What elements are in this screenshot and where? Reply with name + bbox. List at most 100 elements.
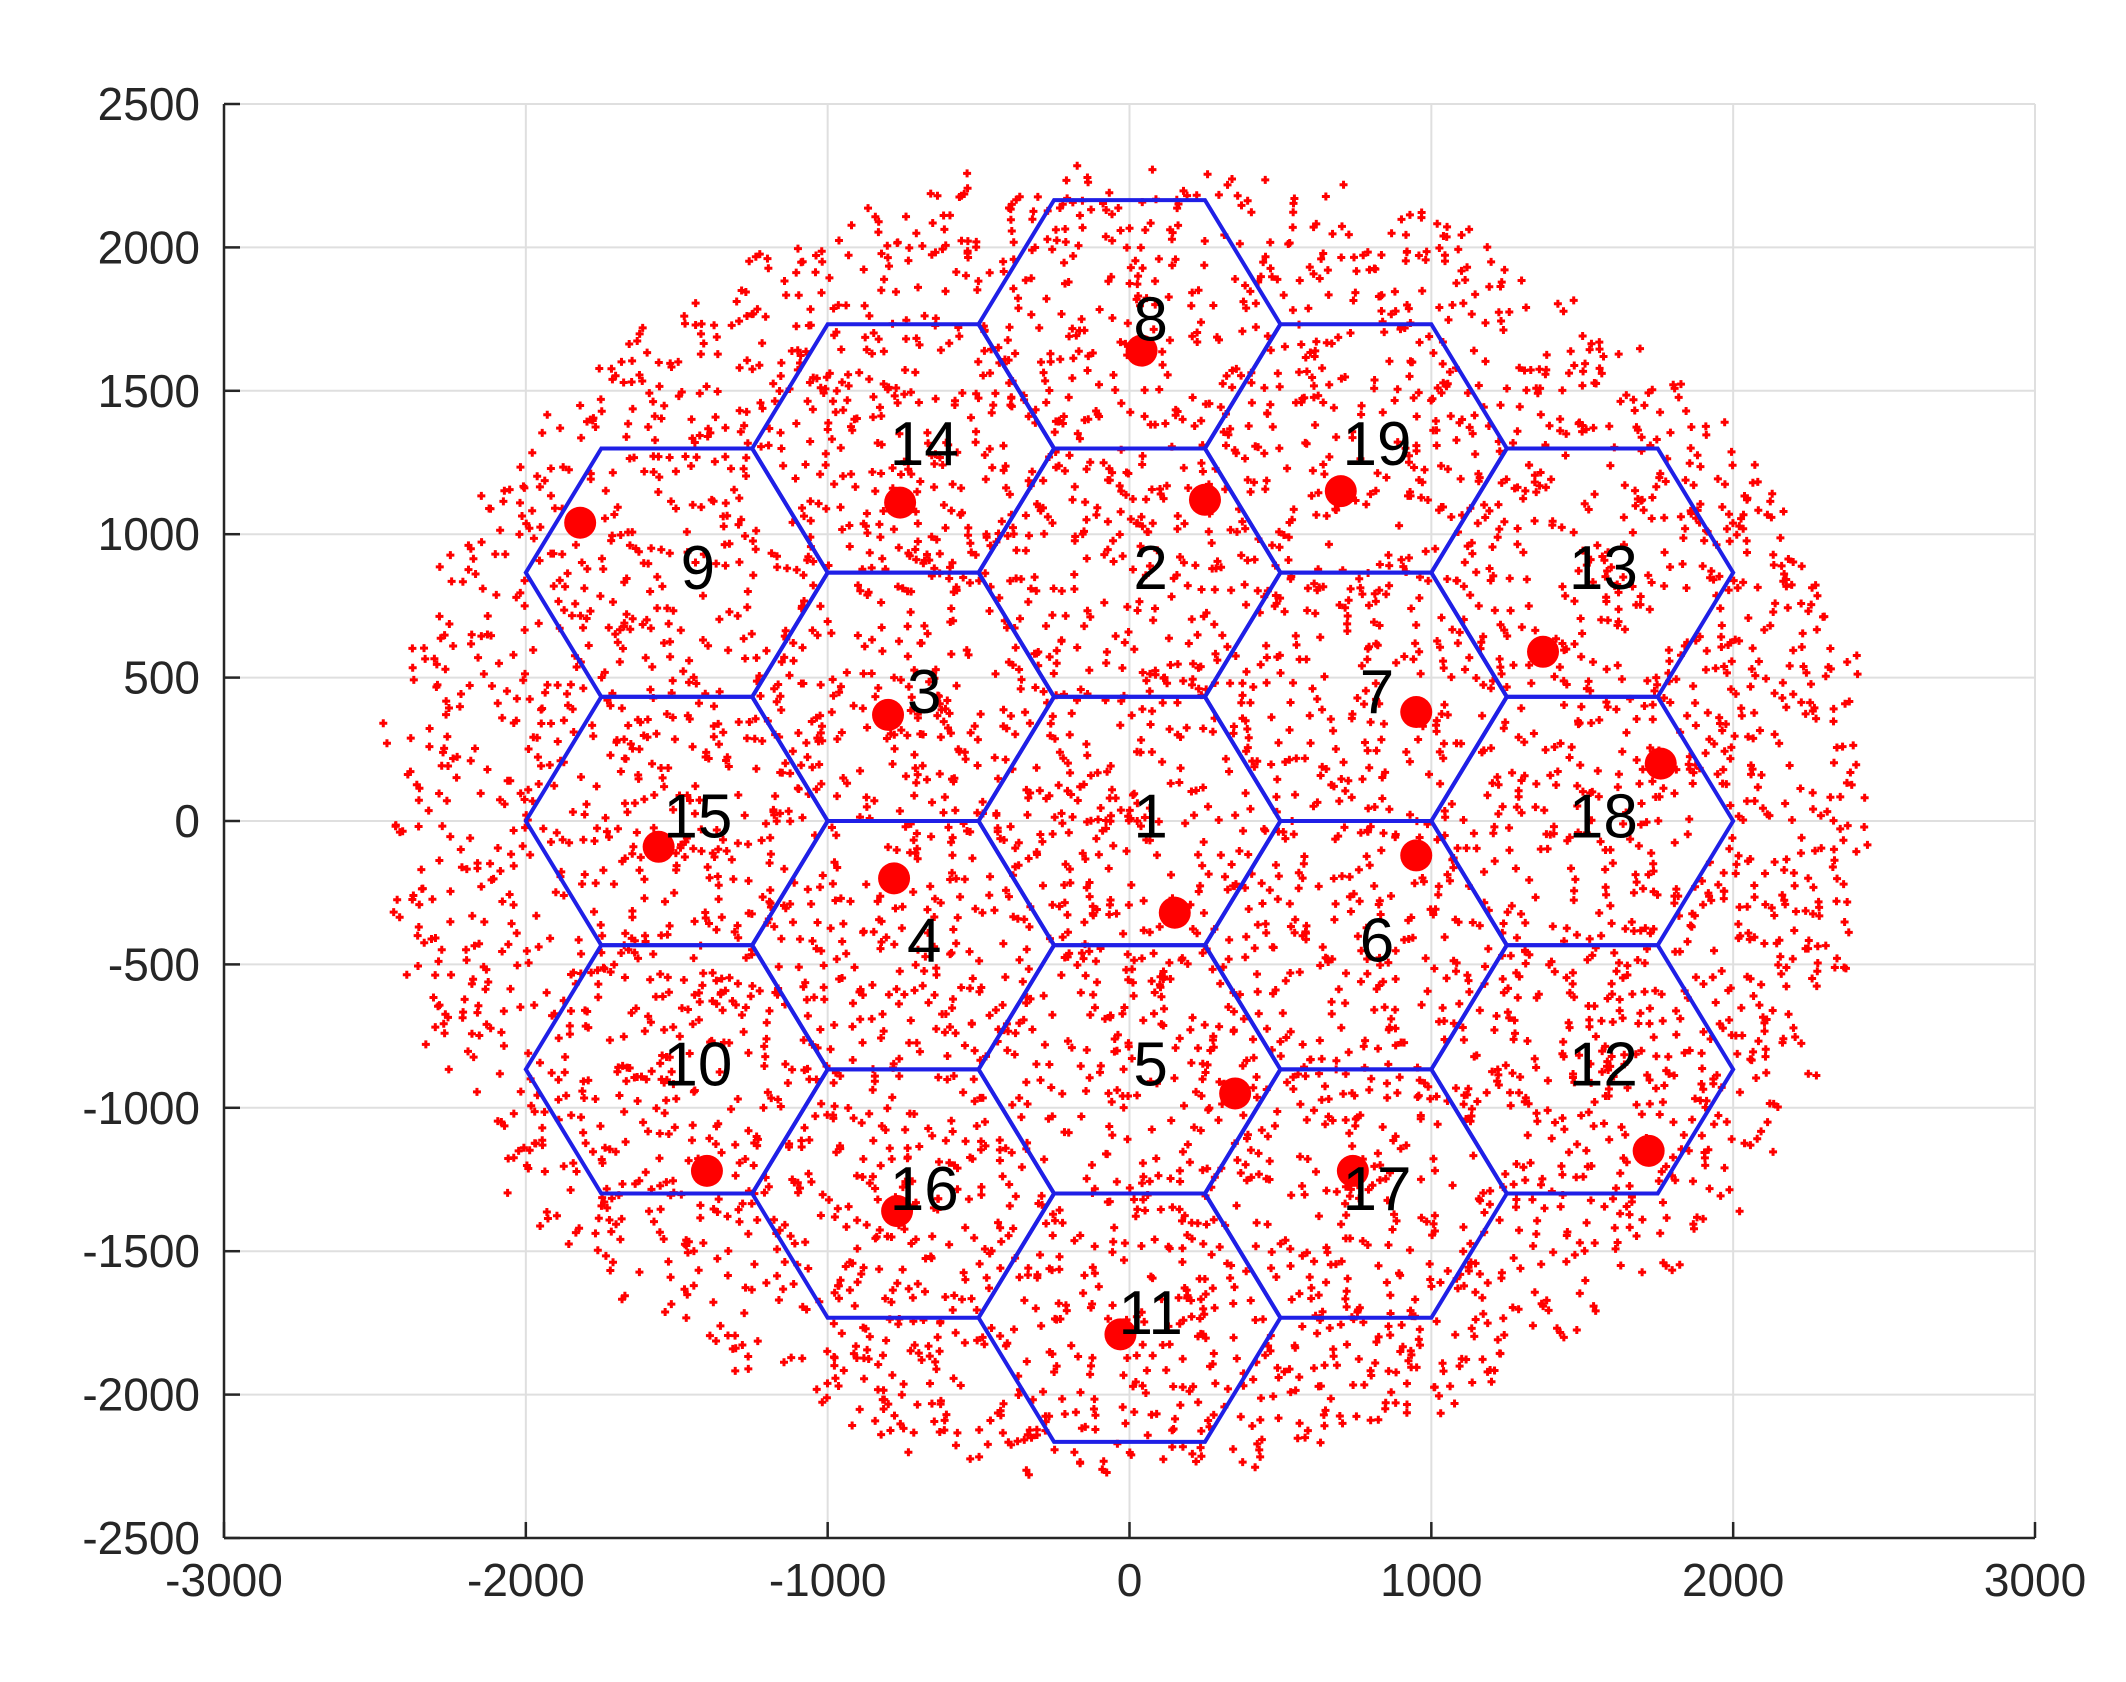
user-point [1685,1046,1694,1055]
user-point [1158,698,1167,707]
user-point [579,1128,588,1137]
user-point [1214,815,1223,824]
user-point [1778,891,1787,900]
user-point [848,1421,857,1430]
user-point [1324,290,1333,299]
user-point [649,823,658,832]
user-point [1387,1388,1396,1397]
user-point [1678,560,1687,569]
user-point [1497,317,1506,326]
user-point [1019,1015,1028,1024]
user-point [1725,1185,1734,1194]
user-point [869,329,878,338]
user-point [617,704,626,713]
user-point [965,947,974,956]
user-point [1244,422,1253,431]
user-point [1278,1009,1287,1018]
user-point [522,946,531,955]
user-point [887,1155,896,1164]
user-point [1077,949,1086,958]
user-point [1537,1260,1546,1269]
user-point [1691,721,1700,730]
user-point [474,653,483,662]
user-point [884,1400,893,1409]
user-point [1659,693,1668,702]
user-point [836,503,845,512]
user-point [731,1171,740,1180]
user-point [792,565,801,574]
user-point [1513,993,1522,1002]
user-point [669,1080,678,1089]
user-point [960,875,969,884]
user-point [533,753,542,762]
user-point [936,898,945,907]
user-point [666,1273,675,1282]
user-point [1105,188,1114,197]
user-point [1148,1351,1157,1360]
user-point [1121,1419,1130,1428]
user-point [625,541,634,550]
user-point [894,582,903,591]
user-point [1082,1086,1091,1095]
user-point [907,470,916,479]
user-point [1393,1088,1402,1097]
user-point [1251,299,1260,308]
user-point [1699,979,1708,988]
user-point [1310,579,1319,588]
user-point [1023,1099,1032,1108]
user-point [1472,568,1481,577]
user-point [1325,1323,1334,1332]
user-point [1760,625,1769,634]
user-point [791,474,800,483]
user-point [1139,1172,1148,1181]
user-point [833,863,842,872]
user-point [1847,780,1856,789]
user-point [462,945,471,954]
user-point [1457,230,1466,239]
user-point [963,184,972,193]
user-point [1717,621,1726,630]
user-point [1500,265,1509,274]
user-point [1130,1408,1139,1416]
user-point [1656,1229,1665,1238]
user-point [1750,933,1759,942]
user-point [848,1055,857,1064]
user-point [1548,521,1557,530]
user-point [1364,1185,1373,1194]
user-point [596,592,605,601]
user-point [1505,574,1514,583]
user-point [1280,342,1289,351]
user-point [1210,585,1219,594]
user-point [593,1246,602,1255]
user-point [492,590,501,599]
user-point [1788,815,1797,824]
user-point [1658,1016,1667,1025]
user-point [582,800,591,809]
user-point [843,396,852,405]
user-point [976,1145,985,1154]
user-point [1558,1114,1567,1123]
user-point [1521,486,1530,495]
user-point [879,1386,888,1395]
user-points [379,161,1872,1479]
user-point [945,709,954,718]
user-point [1670,789,1679,798]
user-point [1305,263,1314,272]
user-point [767,549,776,558]
user-point [1525,950,1534,959]
user-point [1664,646,1673,655]
user-point [1431,544,1440,553]
user-point [1547,1134,1556,1143]
user-point [1164,634,1173,643]
user-point [1184,639,1193,648]
user-point [920,1287,929,1296]
user-point [1571,875,1580,884]
user-point [1449,863,1458,872]
user-point [1055,1265,1064,1274]
user-point [957,983,966,992]
user-point [848,1022,857,1031]
user-point [762,646,771,655]
user-point [1702,430,1711,439]
user-point [1531,803,1540,812]
user-point [445,619,454,628]
